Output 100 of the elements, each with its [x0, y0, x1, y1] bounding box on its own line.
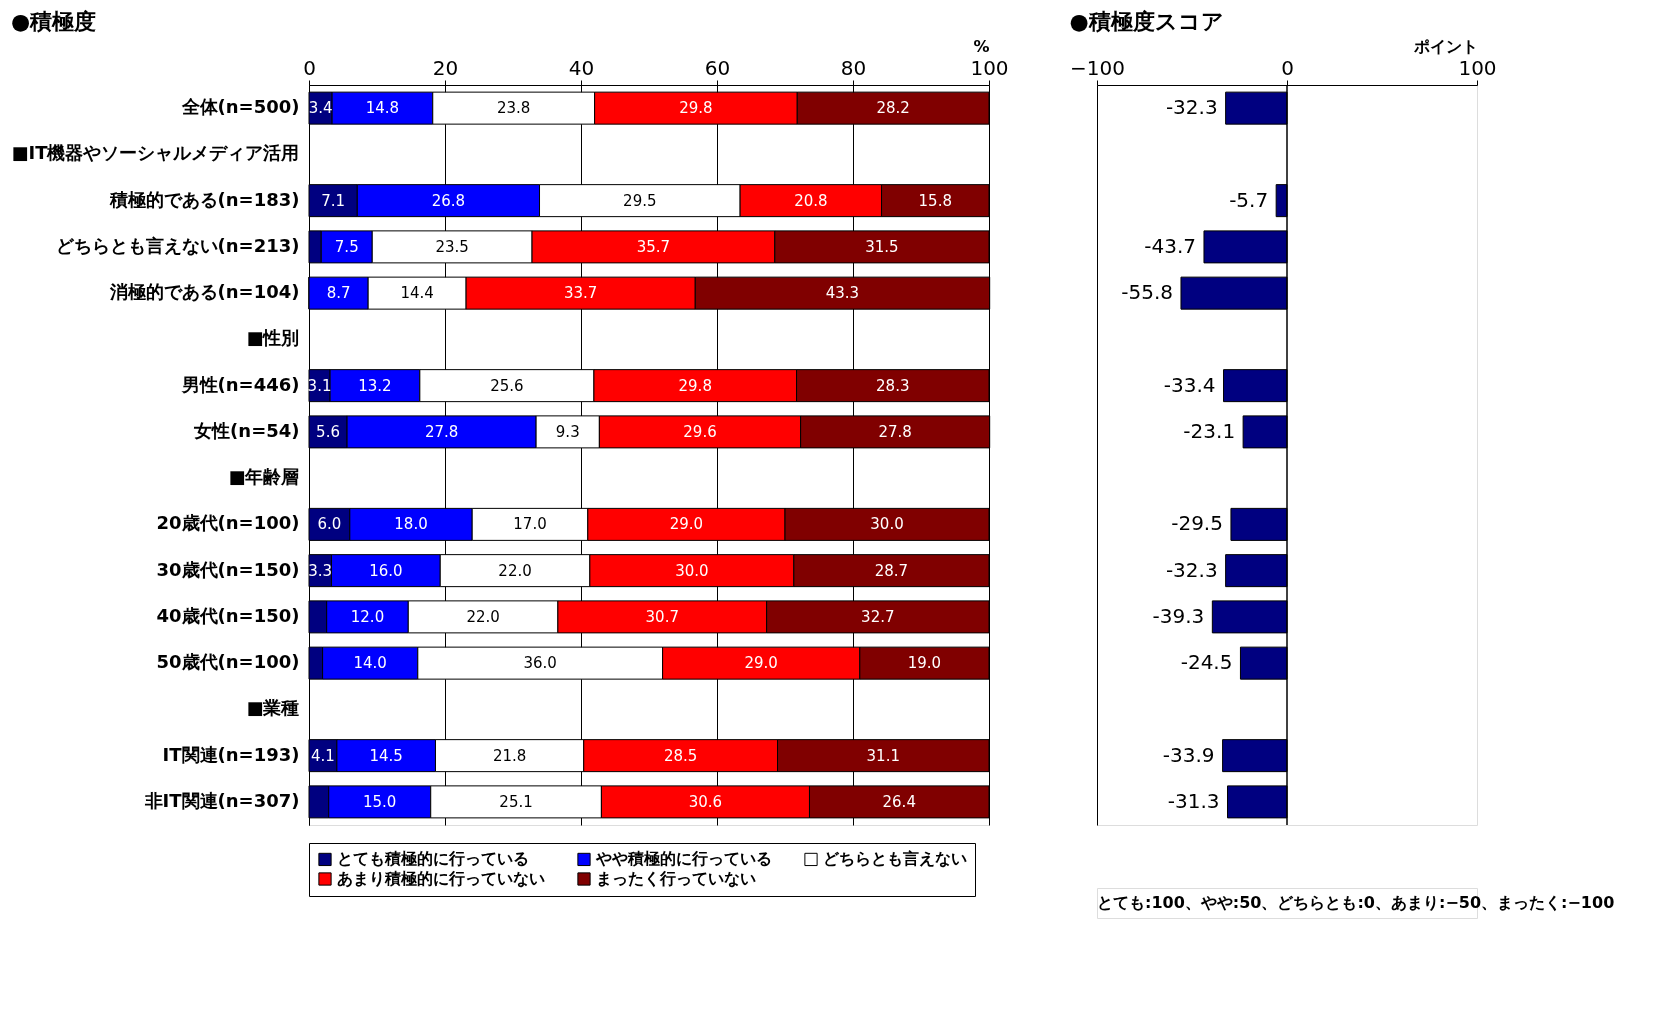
data-label: 13.2	[358, 376, 392, 395]
y-tick-label: IT関連(n=193)	[162, 743, 300, 765]
data-label: 28.5	[663, 746, 698, 765]
data-label: 29.6	[683, 422, 717, 441]
data-label: 3.4	[308, 99, 333, 118]
y-tick-label: 20歳代(n=100)	[156, 512, 300, 534]
data-label: 33.7	[563, 284, 598, 303]
y-tick-label: 非IT関連(n=307)	[143, 789, 300, 811]
data-label: 30.0	[675, 561, 709, 580]
data-label: 14.8	[365, 99, 400, 118]
data-label: 22.0	[466, 607, 500, 626]
data-label: 6.0	[317, 515, 342, 534]
data-label: 27.8	[424, 422, 459, 441]
data-label: -39.3	[1152, 603, 1205, 628]
legend-label: どちらとも言えない	[823, 849, 967, 869]
data-label: 12.0	[350, 607, 385, 626]
data-label: 15.0	[363, 792, 397, 811]
legend-label: まったく行っていない	[596, 869, 756, 888]
x-tick-label: 100	[970, 55, 1009, 80]
data-label: 43.3	[825, 284, 860, 303]
data-label: 25.6	[490, 376, 524, 395]
data-label: 28.3	[876, 376, 910, 395]
y-tick-label: ■IT機器やソーシャルメディア活用	[11, 142, 300, 164]
text: とても:100、やや:50、どちらとも:0、あまり:−50、まったく:−100	[1097, 893, 1615, 912]
data-label: 26.4	[882, 792, 916, 811]
data-label: 20.8	[794, 191, 828, 210]
data-label: 29.8	[678, 376, 712, 395]
y-tick-label: ■性別	[246, 327, 300, 349]
data-label: 7.5	[334, 237, 359, 256]
data-label: 15.8	[918, 191, 952, 210]
legend-label: あまり積極的に行っていない	[337, 869, 545, 888]
data-label: 23.8	[496, 99, 531, 118]
data-label: -24.5	[1180, 650, 1233, 675]
y-tick-label: 30歳代(n=150)	[156, 558, 300, 580]
data-label: 7.1	[321, 191, 346, 210]
data-label: -33.9	[1162, 742, 1215, 767]
data-label: 16.0	[369, 561, 403, 580]
data-label: 21.8	[492, 746, 527, 765]
data-label: 30.6	[688, 792, 723, 811]
y-tick-label: どちらとも言えない(n=213)	[55, 234, 300, 256]
data-label: 30.7	[645, 607, 679, 626]
y-tick-label: 消極的である(n=104)	[108, 281, 300, 303]
data-label: 3.1	[307, 376, 332, 395]
x-axis-title: ポイント	[1412, 36, 1478, 56]
y-tick-label: ■年齢層	[228, 466, 300, 488]
data-label: 31.1	[866, 746, 900, 765]
x-tick-label: 20	[432, 55, 459, 80]
x-tick-label: 40	[568, 55, 595, 80]
data-label: 9.3	[555, 422, 580, 441]
data-label: 23.5	[435, 237, 469, 256]
data-label: -33.4	[1163, 372, 1216, 397]
data-label: -5.7	[1229, 187, 1269, 212]
data-label: 14.4	[400, 284, 434, 303]
data-label: -29.5	[1171, 511, 1223, 536]
data-label: 8.7	[326, 284, 351, 303]
data-label: 29.8	[679, 99, 713, 118]
legend-label: とても積極的に行っている	[337, 849, 529, 869]
data-label: 14.0	[353, 654, 387, 673]
data-label: 28.7	[874, 561, 909, 580]
data-label: 29.0	[669, 515, 704, 534]
data-label: 26.8	[431, 191, 466, 210]
data-label: 31.5	[865, 237, 899, 256]
y-tick-label: 女性(n=54)	[193, 419, 300, 441]
data-label: 5.6	[316, 422, 340, 441]
data-label: -32.3	[1165, 95, 1218, 120]
y-tick-label: 積極的である(n=183)	[108, 188, 300, 210]
data-label: 28.2	[876, 99, 910, 118]
data-label: 18.0	[394, 515, 428, 534]
x-tick-label: 60	[704, 55, 731, 80]
y-tick-label: 男性(n=446)	[180, 373, 300, 395]
data-label: -23.1	[1183, 418, 1236, 443]
data-label: 32.7	[861, 607, 895, 626]
data-label: 36.0	[523, 654, 557, 673]
data-label: 27.8	[878, 422, 912, 441]
x-tick-label: −100	[1070, 55, 1125, 80]
data-label: 14.5	[369, 746, 403, 765]
x-axis-title: %	[973, 36, 990, 56]
data-label: 29.0	[744, 654, 778, 673]
y-tick-label: 50歳代(n=100)	[156, 651, 300, 673]
data-label: 17.0	[513, 515, 547, 534]
data-label: 4.1	[311, 746, 335, 765]
x-tick-label: 0	[303, 55, 316, 80]
y-tick-label: 40歳代(n=150)	[156, 604, 300, 626]
data-label: 25.1	[499, 792, 533, 811]
data-label: -55.8	[1121, 280, 1173, 305]
data-label: 29.5	[623, 191, 657, 210]
data-label: -43.7	[1144, 233, 1196, 258]
y-tick-label: 全体(n=500)	[180, 96, 300, 118]
chart-title: ●積極度スコア	[1069, 9, 1224, 34]
data-label: 3.3	[308, 561, 333, 580]
x-tick-label: 0	[1281, 55, 1294, 80]
data-label: 19.0	[907, 654, 942, 673]
text: ●積極度	[11, 9, 97, 34]
data-label: -31.3	[1167, 788, 1220, 813]
data-label: 35.7	[636, 237, 671, 256]
y-tick-label: ■業種	[246, 697, 300, 719]
legend-label: やや積極的に行っている	[595, 849, 772, 869]
x-tick-label: 100	[1458, 55, 1497, 80]
data-label: 22.0	[498, 561, 532, 580]
data-label: -32.3	[1165, 557, 1218, 582]
